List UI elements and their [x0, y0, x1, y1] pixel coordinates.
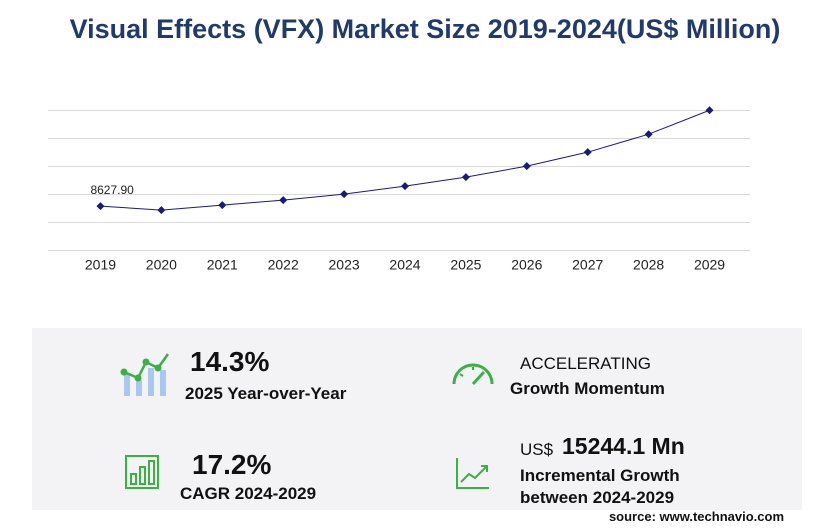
x-tick-label: 2028 [633, 257, 664, 273]
stat-value: 15244.1 Mn [562, 433, 685, 459]
marker [279, 196, 288, 205]
source: source: www.technavio.com [608, 509, 784, 524]
marker [218, 201, 227, 210]
stat-value: 14.3% [190, 346, 270, 377]
stat-value: ACCELERATING [520, 354, 651, 373]
x-tick-label: 2021 [207, 257, 238, 273]
x-tick-label: 2026 [511, 257, 542, 273]
x-tick-label: 2020 [146, 257, 177, 273]
line [100, 109, 710, 211]
marker [96, 202, 105, 211]
marker [461, 173, 470, 182]
stat-label: 2025 Year-over-Year [185, 384, 347, 403]
marker [644, 130, 653, 139]
data-label: 8627.90 [90, 183, 134, 197]
stat-label: CAGR 2024-2029 [180, 484, 317, 503]
marker [583, 148, 592, 157]
x-tick-label: 2019 [85, 257, 116, 273]
marker [705, 106, 714, 115]
growth-icon [456, 458, 489, 489]
stats-panel [32, 328, 802, 510]
marker [401, 182, 409, 191]
cagr-icon [125, 455, 159, 489]
stat-label: Growth Momentum [510, 379, 665, 398]
gauge-icon [452, 363, 494, 386]
x-tick-label: 2025 [450, 257, 481, 273]
marker [522, 162, 531, 171]
x-tick-label: 2027 [572, 257, 603, 273]
stat-value: 17.2% [192, 449, 272, 480]
marker [157, 206, 166, 215]
x-tick-label: 2024 [389, 257, 420, 273]
chart: Visual Effects (VFX) Market Size 2019-20… [48, 14, 781, 273]
stat-label: between 2024-2029 [520, 488, 675, 507]
x-tick-label: 2022 [268, 257, 299, 273]
stat-prefix: US$ [520, 440, 554, 459]
chart-title: Visual Effects (VFX) Market Size 2019-20… [70, 14, 781, 44]
grid [48, 110, 750, 251]
x-tick-label: 2023 [329, 257, 360, 273]
marker [340, 190, 349, 199]
x-tick-label: 2029 [694, 257, 725, 273]
stat-label: Incremental Growth [520, 466, 680, 485]
yoy-icon [120, 353, 170, 396]
